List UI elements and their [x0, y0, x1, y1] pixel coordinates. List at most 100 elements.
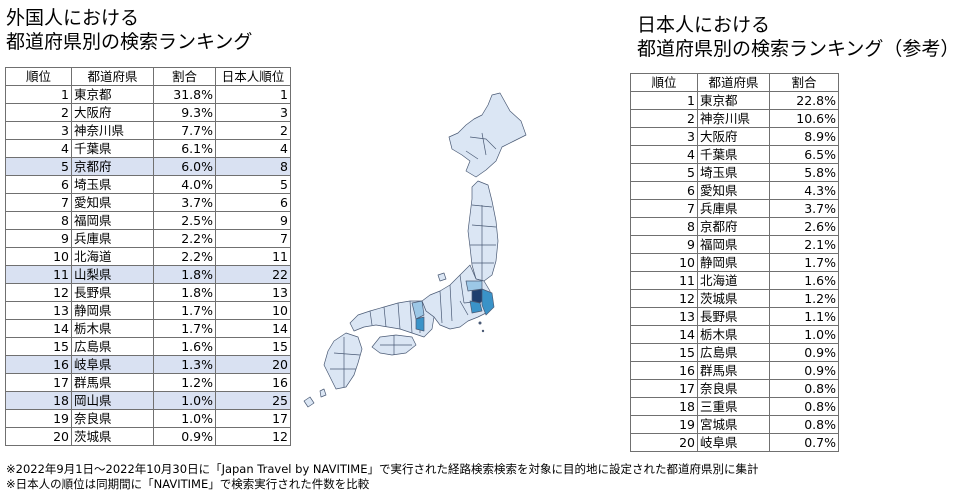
- share-cell: 1.6%: [769, 271, 839, 290]
- rank-cell: 8: [5, 211, 72, 230]
- table-row: 18 三重県 0.8%: [630, 397, 839, 416]
- prefecture-cell: 栃木県: [71, 319, 154, 338]
- rank-cell: 12: [630, 289, 698, 308]
- japanese-rank-cell: 13: [215, 283, 291, 302]
- table-row: 18 岡山県 1.0% 25: [5, 391, 291, 410]
- rank-cell: 2: [5, 103, 72, 122]
- rank-cell: 10: [5, 247, 72, 266]
- japanese-rank-cell: 25: [215, 391, 291, 410]
- header-share: 割合: [153, 67, 216, 86]
- japanese-rank-cell: 20: [215, 355, 291, 374]
- table-row: 7 愛知県 3.7% 6: [5, 193, 291, 212]
- japanese-rank-cell: 16: [215, 373, 291, 392]
- japanese-rank-cell: 7: [215, 229, 291, 248]
- map-tohoku: [467, 180, 499, 282]
- share-cell: 1.1%: [769, 307, 839, 326]
- rank-cell: 1: [630, 91, 698, 110]
- foreign-ranking-table: 順位 都道府県 割合 日本人順位 1 東京都 31.8% 1 2 大阪府 9.3% 3 3 神奈川…: [5, 67, 291, 446]
- table-row: 19 奈良県 1.0% 17: [5, 409, 291, 428]
- prefecture-cell: 福岡県: [71, 211, 154, 230]
- table-row: 20 茨城県 0.9% 12: [5, 427, 291, 446]
- header-rank: 順位: [630, 73, 698, 92]
- table-row: 11 山梨県 1.8% 22: [5, 265, 291, 284]
- rank-cell: 16: [5, 355, 72, 374]
- rank-cell: 6: [5, 175, 72, 194]
- table-row: 12 長野県 1.8% 13: [5, 283, 291, 302]
- header-prefecture: 都道府県: [71, 67, 154, 86]
- rank-cell: 4: [630, 145, 698, 164]
- prefecture-cell: 奈良県: [697, 379, 770, 398]
- japanese-title-line2: 都道府県別の検索ランキング（参考）: [637, 38, 960, 60]
- rank-cell: 7: [5, 193, 72, 212]
- japanese-rank-cell: 14: [215, 319, 291, 338]
- japanese-rank-cell: 10: [215, 301, 291, 320]
- table-row: 10 北海道 2.2% 11: [5, 247, 291, 266]
- rank-cell: 13: [5, 301, 72, 320]
- share-cell: 1.7%: [769, 253, 839, 272]
- prefecture-cell: 長野県: [697, 307, 770, 326]
- header-prefecture: 都道府県: [697, 73, 770, 92]
- share-cell: 4.0%: [153, 175, 216, 194]
- prefecture-cell: 群馬県: [697, 361, 770, 380]
- share-cell: 6.5%: [769, 145, 839, 164]
- share-cell: 1.0%: [769, 325, 839, 344]
- prefecture-cell: 東京都: [71, 85, 154, 104]
- rank-cell: 15: [5, 337, 72, 356]
- share-cell: 9.3%: [153, 103, 216, 122]
- rank-cell: 13: [630, 307, 698, 326]
- rank-cell: 15: [630, 343, 698, 362]
- share-cell: 31.8%: [153, 85, 216, 104]
- prefecture-cell: 岐阜県: [697, 433, 770, 452]
- map-osaka: [415, 316, 425, 332]
- prefecture-cell: 宮城県: [697, 415, 770, 434]
- share-cell: 1.0%: [153, 391, 216, 410]
- japanese-rank-cell: 1: [215, 85, 291, 104]
- foreign-title-line2: 都道府県別の検索ランキング: [6, 31, 253, 53]
- table-row: 14 栃木県 1.0%: [630, 325, 839, 344]
- table-row: 16 岐阜県 1.3% 20: [5, 355, 291, 374]
- prefecture-cell: 千葉県: [697, 145, 770, 164]
- rank-cell: 12: [5, 283, 72, 302]
- prefecture-cell: 三重県: [697, 397, 770, 416]
- share-cell: 3.7%: [769, 199, 839, 218]
- share-cell: 0.9%: [153, 427, 216, 446]
- japanese-ranking-title: 日本人における 都道府県別の検索ランキング（参考）: [637, 13, 959, 61]
- prefecture-cell: 神奈川県: [697, 109, 770, 128]
- table-row: 2 神奈川県 10.6%: [630, 109, 839, 128]
- share-cell: 3.7%: [153, 193, 216, 212]
- rank-cell: 1: [5, 85, 72, 104]
- prefecture-cell: 静岡県: [697, 253, 770, 272]
- map-kyushu: [323, 332, 363, 390]
- share-cell: 1.8%: [153, 265, 216, 284]
- share-cell: 5.8%: [769, 163, 839, 182]
- map-kanagawa: [469, 300, 483, 314]
- table-row: 4 千葉県 6.5%: [630, 145, 839, 164]
- prefecture-cell: 茨城県: [697, 289, 770, 308]
- prefecture-cell: 兵庫県: [697, 199, 770, 218]
- share-cell: 2.2%: [153, 229, 216, 248]
- table-row: 3 神奈川県 7.7% 2: [5, 121, 291, 140]
- table-row: 12 茨城県 1.2%: [630, 289, 839, 308]
- prefecture-cell: 大阪府: [71, 103, 154, 122]
- share-cell: 6.0%: [153, 157, 216, 176]
- prefecture-cell: 神奈川県: [71, 121, 154, 140]
- rank-cell: 5: [5, 157, 72, 176]
- table-row: 16 群馬県 0.9%: [630, 361, 839, 380]
- japanese-rank-cell: 3: [215, 103, 291, 122]
- table-row: 9 兵庫県 2.2% 7: [5, 229, 291, 248]
- table-header-row: 順位 都道府県 割合: [630, 73, 839, 92]
- foreign-title-line1: 外国人における: [6, 7, 140, 29]
- map-kyoto: [411, 300, 425, 320]
- share-cell: 1.3%: [153, 355, 216, 374]
- table-row: 5 埼玉県 5.8%: [630, 163, 839, 182]
- japanese-rank-cell: 15: [215, 337, 291, 356]
- share-cell: 0.8%: [769, 397, 839, 416]
- table-row: 13 長野県 1.1%: [630, 307, 839, 326]
- footnote-japanese-rank: ※日本人の順位は同期間に「NAVITIME」で検索実行された件数を比較: [6, 477, 370, 491]
- share-cell: 10.6%: [769, 109, 839, 128]
- table-row: 3 大阪府 8.9%: [630, 127, 839, 146]
- rank-cell: 14: [630, 325, 698, 344]
- rank-cell: 18: [5, 391, 72, 410]
- rank-cell: 20: [630, 433, 698, 452]
- prefecture-cell: 愛知県: [697, 181, 770, 200]
